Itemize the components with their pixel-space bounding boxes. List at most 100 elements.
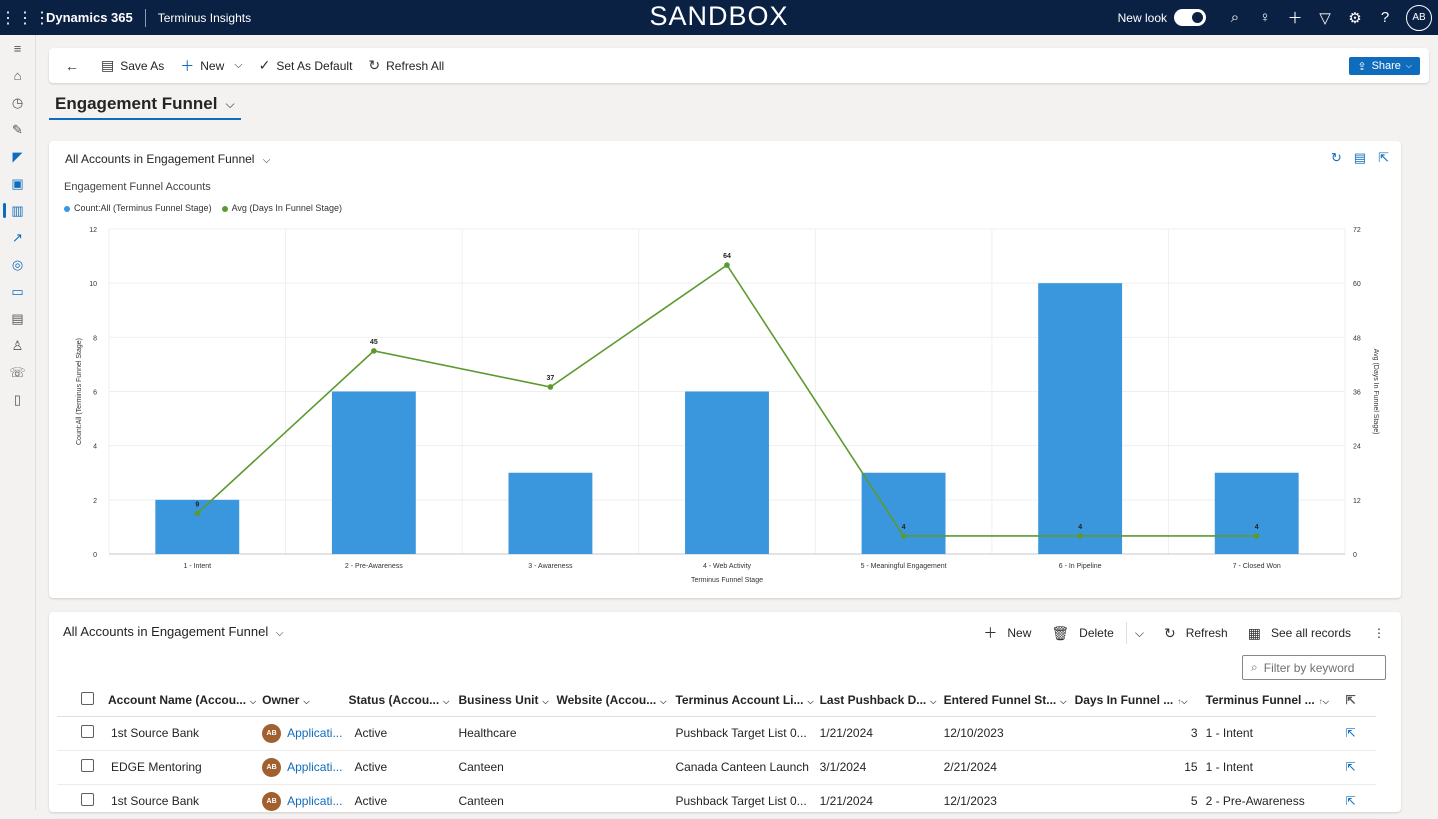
column-header-days[interactable]: Days In Funnel ... ↑⌵ <box>1074 684 1206 717</box>
contact-nav-icon[interactable]: ☏ <box>9 364 26 380</box>
account-name-cell[interactable]: 1st Source Bank <box>108 716 263 751</box>
app-name[interactable]: Terminus Insights <box>157 10 252 25</box>
legend-item-avg[interactable]: Avg (Days In Funnel Stage) <box>221 203 342 213</box>
share-label: Share <box>1371 60 1401 72</box>
sort-up-icon: ↑⌵ <box>1177 696 1188 706</box>
more-options-icon[interactable]: ⋮ <box>1373 626 1385 640</box>
table-header-row: Account Name (Accou... ⌵ Owner ⌵ Status (A… <box>57 684 1376 717</box>
owner-cell[interactable]: AB Applicati... <box>262 716 349 751</box>
home-icon[interactable]: ⌂ <box>13 68 22 83</box>
search-icon[interactable]: ⌕ <box>1230 9 1240 26</box>
filter-input[interactable]: ⌕ Filter by keyword <box>1242 655 1386 680</box>
row-checkbox[interactable] <box>57 716 108 751</box>
gear-icon[interactable]: ⚙ <box>1348 9 1362 27</box>
avatar: AB <box>262 757 282 777</box>
refresh-icon[interactable]: ↻ <box>1330 150 1342 165</box>
column-header-stage[interactable]: Terminus Funnel ... ↑⌵ <box>1205 684 1346 717</box>
pin-icon[interactable]: ✎ <box>12 121 23 137</box>
expand-icon[interactable]: ⇱ <box>1378 150 1389 165</box>
accounts-table: Account Name (Accou... ⌵ Owner ⌵ Status (A… <box>57 684 1376 819</box>
open-record-icon[interactable]: ⇱ <box>1345 716 1376 751</box>
owner-link[interactable]: Applicati... <box>287 794 343 808</box>
column-header-business-unit[interactable]: Business Unit ⌵ <box>458 684 557 717</box>
dashboard-selector[interactable]: Engagement Funnel ⌵ <box>49 90 241 120</box>
y2-tick-label: 72 <box>1353 227 1361 234</box>
command-bar: ← ▤ Save As ＋ New ⌵ ✓ Set As Default ↻ Refres… <box>49 48 1429 83</box>
brand-name[interactable]: Dynamics 365 <box>46 10 133 25</box>
bar <box>861 472 946 554</box>
column-header-list[interactable]: Terminus Account Li... ⌵ <box>675 684 820 717</box>
table-row[interactable]: 1st Source Bank AB Applicati... Active Cante… <box>57 784 1376 819</box>
grid-new-label: New <box>1007 626 1032 640</box>
grid-refresh-button[interactable]: ↻ Refresh <box>1164 625 1228 642</box>
refresh-all-button[interactable]: ↻ Refresh All <box>368 57 444 74</box>
chevron-down-icon[interactable]: ⌵ <box>234 59 243 71</box>
entered-date-cell: 12/1/2023 <box>943 784 1075 819</box>
waffle-icon[interactable]: ⋮⋮⋮ <box>0 9 51 27</box>
select-all-checkbox[interactable] <box>57 684 108 717</box>
info-nav-icon[interactable]: ▯ <box>13 391 22 407</box>
save-as-button[interactable]: ▤ Save As <box>101 57 164 74</box>
sort-up-icon: ↑⌵ <box>1318 696 1329 706</box>
pushback-date-cell: 3/1/2024 <box>819 750 944 785</box>
grid-card: All Accounts in Engagement Funnel ⌵ ＋ New… <box>49 612 1401 819</box>
new-button[interactable]: ＋ New ⌵ <box>180 56 242 76</box>
grid-new-button[interactable]: ＋ New <box>983 623 1031 643</box>
funnel-nav-icon[interactable]: ◤ <box>12 148 23 164</box>
recent-icon[interactable]: ◷ <box>11 94 24 110</box>
see-all-records-button[interactable]: ▦ See all records <box>1248 625 1351 642</box>
legend-item-count[interactable]: Count:All (Terminus Funnel Stage) <box>64 203 212 213</box>
table-row[interactable]: EDGE Mentoring AB Applicati... Active Cantee… <box>57 750 1376 785</box>
account-name-cell[interactable]: 1st Source Bank <box>108 784 263 819</box>
share-button[interactable]: ⇪ Share ⌵ <box>1349 57 1420 75</box>
chart-view-selector[interactable]: All Accounts in Engagement Funnel ⌵ <box>65 152 270 166</box>
y-tick-label: 0 <box>93 552 97 559</box>
line-point <box>1253 533 1260 539</box>
owner-cell[interactable]: AB Applicati... <box>262 750 349 785</box>
view-records-icon[interactable]: ▤ <box>1353 150 1367 165</box>
column-header-status[interactable]: Status (Accou... ⌵ <box>348 684 459 717</box>
plus-icon[interactable]: ＋ <box>1287 10 1303 27</box>
target-nav-icon[interactable]: ◎ <box>11 256 24 272</box>
account-name-cell[interactable]: EDGE Mentoring <box>108 750 263 785</box>
owner-cell[interactable]: AB Applicati... <box>262 784 349 819</box>
table-row[interactable]: 1st Source Bank AB Applicati... Active Healt… <box>57 716 1376 751</box>
open-in-new-icon[interactable]: ⇱ <box>1345 684 1376 717</box>
column-header-account[interactable]: Account Name (Accou... ⌵ <box>108 684 263 717</box>
column-header-owner[interactable]: Owner ⌵ <box>262 684 349 717</box>
column-header-website[interactable]: Website (Accou... ⌵ <box>556 684 676 717</box>
grid-delete-button[interactable]: 🗑︎ Delete <box>1051 625 1113 642</box>
grid-view-selector[interactable]: All Accounts in Engagement Funnel ⌵ <box>63 624 283 639</box>
report-nav-icon[interactable]: ▤ <box>11 310 24 326</box>
stage-cell: 1 - Intent <box>1205 750 1346 785</box>
new-look-toggle[interactable] <box>1174 9 1206 26</box>
image-nav-icon[interactable]: ▣ <box>11 175 24 191</box>
row-checkbox[interactable] <box>57 784 108 819</box>
owner-link[interactable]: Applicati... <box>287 760 343 774</box>
dashboard-nav-icon[interactable]: ▥ <box>0 197 35 224</box>
person-nav-icon[interactable]: ♙ <box>11 337 24 353</box>
chevron-down-icon: ⌵ <box>225 96 235 111</box>
y2-tick-label: 24 <box>1353 444 1361 451</box>
pushback-date-cell: 1/21/2024 <box>819 784 944 819</box>
help-icon[interactable]: ? <box>1380 9 1390 26</box>
filter-icon[interactable]: ▽ <box>1319 9 1331 27</box>
x-tick-label: 4 - Web Activity <box>703 563 752 570</box>
row-checkbox[interactable] <box>57 750 108 785</box>
open-record-icon[interactable]: ⇱ <box>1345 784 1376 819</box>
owner-link[interactable]: Applicati... <box>287 726 343 740</box>
open-record-icon[interactable]: ⇱ <box>1345 750 1376 785</box>
hamburger-icon[interactable]: ≡ <box>13 41 22 56</box>
line-point <box>900 533 907 539</box>
lightbulb-icon[interactable]: ♀ <box>1259 9 1271 26</box>
more-commands-chevron[interactable]: ⌵ <box>1135 626 1144 641</box>
back-button[interactable]: ← <box>65 58 85 74</box>
trend-nav-icon[interactable]: ↗ <box>12 229 23 245</box>
column-header-pushback[interactable]: Last Pushback D... ⌵ <box>819 684 944 717</box>
column-header-entered[interactable]: Entered Funnel St... ⌵ <box>943 684 1075 717</box>
y-tick-label: 6 <box>93 390 97 397</box>
set-default-button[interactable]: ✓ Set As Default <box>259 57 353 74</box>
back-arrow-icon: ← <box>65 57 79 74</box>
user-avatar[interactable]: AB <box>1406 4 1432 31</box>
devices-nav-icon[interactable]: ▭ <box>11 283 24 299</box>
